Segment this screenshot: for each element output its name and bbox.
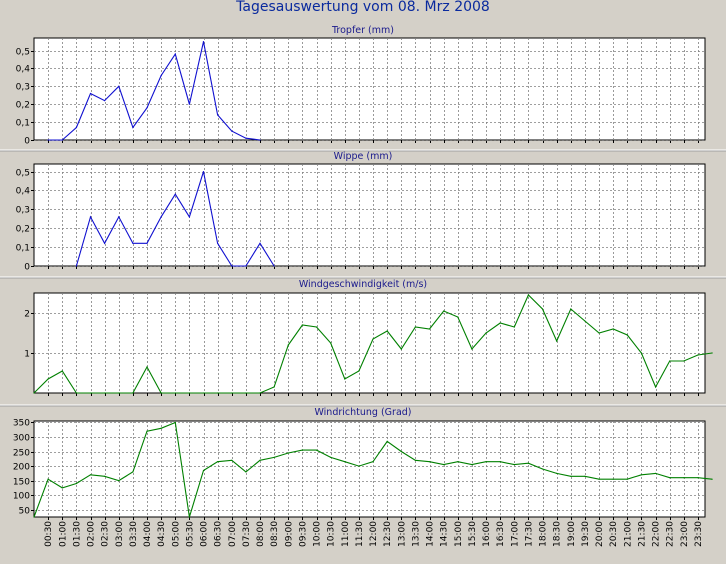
x-tick-label: 00:30	[44, 521, 54, 547]
y-tick-label: 200	[13, 463, 30, 473]
y-tick-label: 350	[13, 419, 30, 429]
x-tick-label: 20:30	[609, 521, 619, 547]
y-tick-label: 0	[24, 263, 30, 273]
x-tick-label: 13:00	[397, 521, 407, 547]
x-tick-label: 19:00	[567, 521, 577, 547]
panel-title: Wippe (mm)	[334, 151, 393, 162]
x-tick-label: 18:00	[539, 521, 549, 547]
y-tick-label: 100	[13, 492, 30, 502]
x-tick-label: 21:00	[623, 521, 633, 547]
x-tick-label: 04:30	[157, 521, 167, 547]
panel-title: Tropfer (mm)	[331, 25, 394, 36]
y-tick-label: 0,1	[16, 119, 30, 129]
y-tick-label: 1	[24, 350, 30, 360]
page-title: Tagesauswertung vom 08. Mrz 2008	[236, 0, 490, 15]
x-tick-label: 07:30	[242, 521, 252, 547]
x-tick-label: 16:00	[482, 521, 492, 547]
y-tick-label: 0,3	[16, 206, 30, 216]
chart-panel-2: Windgeschwindigkeit (m/s) 1 2	[24, 279, 713, 396]
x-tick-label: 15:30	[468, 521, 478, 547]
y-tick-label: 0,2	[16, 101, 30, 111]
x-tick-label: 10:30	[327, 521, 337, 547]
y-tick-label: 0,4	[16, 65, 31, 75]
y-tick-label: 0	[24, 137, 30, 147]
x-tick-label: 10:00	[313, 521, 323, 547]
x-tick-label: 03:00	[115, 521, 125, 547]
y-tick-label: 250	[13, 449, 30, 459]
x-axis-labels: 00:30 01:00 01:30 02:00 02:30 03:00 03:30 04:00…	[44, 521, 704, 547]
x-tick-label: 11:00	[341, 521, 351, 547]
panel-title: Windrichtung (Grad)	[314, 407, 411, 418]
series-line	[33, 421, 713, 518]
x-tick-label: 12:30	[383, 521, 393, 547]
x-tick-label: 23:30	[694, 521, 704, 547]
chart-panel-1: Wippe (mm) 0 0,1 0,2 0,3 0,4 0,5	[16, 151, 706, 273]
x-tick-label: 17:30	[524, 521, 534, 547]
x-tick-label: 06:00	[200, 521, 210, 547]
x-tick-label: 08:30	[270, 521, 280, 547]
x-tick-label: 03:30	[129, 521, 139, 547]
series-line	[75, 171, 275, 267]
x-tick-label: 17:00	[510, 521, 520, 547]
y-tick-label: 300	[13, 434, 30, 444]
series-line	[33, 294, 713, 394]
x-tick-label: 04:00	[143, 521, 153, 547]
y-tick-label: 0,3	[16, 83, 30, 93]
y-tick-label: 2	[24, 310, 30, 320]
chart-panel-0: Tropfer (mm) 0 0,1 0,2 0,3 0,4 0,5	[16, 25, 706, 147]
panel-title: Windgeschwindigkeit (m/s)	[299, 279, 427, 290]
series-line	[48, 41, 261, 141]
y-tick-label: 150	[13, 478, 30, 488]
y-tick-label: 0,5	[16, 169, 30, 179]
y-tick-label: 0,5	[16, 48, 30, 58]
x-tick-label: 22:00	[652, 521, 662, 547]
x-tick-label: 02:00	[87, 521, 97, 547]
x-tick-label: 13:30	[411, 521, 421, 547]
y-tick-label: 0,1	[16, 244, 30, 254]
chart-panel-3: Windrichtung (Grad) 50 100 150 200 250 300 350	[13, 407, 713, 520]
x-tick-label: 01:00	[58, 521, 68, 547]
x-tick-label: 16:30	[496, 521, 506, 547]
plot-area	[33, 37, 706, 141]
plot-area	[33, 163, 706, 267]
x-tick-label: 09:30	[298, 521, 308, 547]
x-tick-label: 01:30	[72, 521, 82, 547]
x-tick-label: 12:00	[369, 521, 379, 547]
plot-area	[33, 420, 706, 518]
x-tick-label: 02:30	[101, 521, 111, 547]
y-tick-label: 50	[19, 507, 31, 517]
x-tick-label: 21:30	[637, 521, 647, 547]
x-tick-label: 08:00	[256, 521, 266, 547]
x-tick-label: 05:30	[185, 521, 195, 547]
x-tick-label: 14:30	[440, 521, 450, 547]
x-tick-label: 09:00	[284, 521, 294, 547]
x-tick-label: 05:00	[171, 521, 181, 547]
x-tick-label: 14:00	[426, 521, 436, 547]
y-tick-label: 0,2	[16, 225, 30, 235]
x-tick-label: 19:30	[581, 521, 591, 547]
x-tick-label: 20:00	[595, 521, 605, 547]
x-tick-label: 15:00	[454, 521, 464, 547]
x-tick-label: 07:00	[228, 521, 238, 547]
x-tick-label: 22:30	[666, 521, 676, 547]
plot-area	[33, 292, 706, 394]
x-tick-label: 18:30	[553, 521, 563, 547]
x-tick-label: 11:30	[355, 521, 365, 547]
y-tick-label: 0,4	[16, 187, 31, 197]
x-tick-label: 23:00	[680, 521, 690, 547]
x-tick-label: 06:30	[214, 521, 224, 547]
